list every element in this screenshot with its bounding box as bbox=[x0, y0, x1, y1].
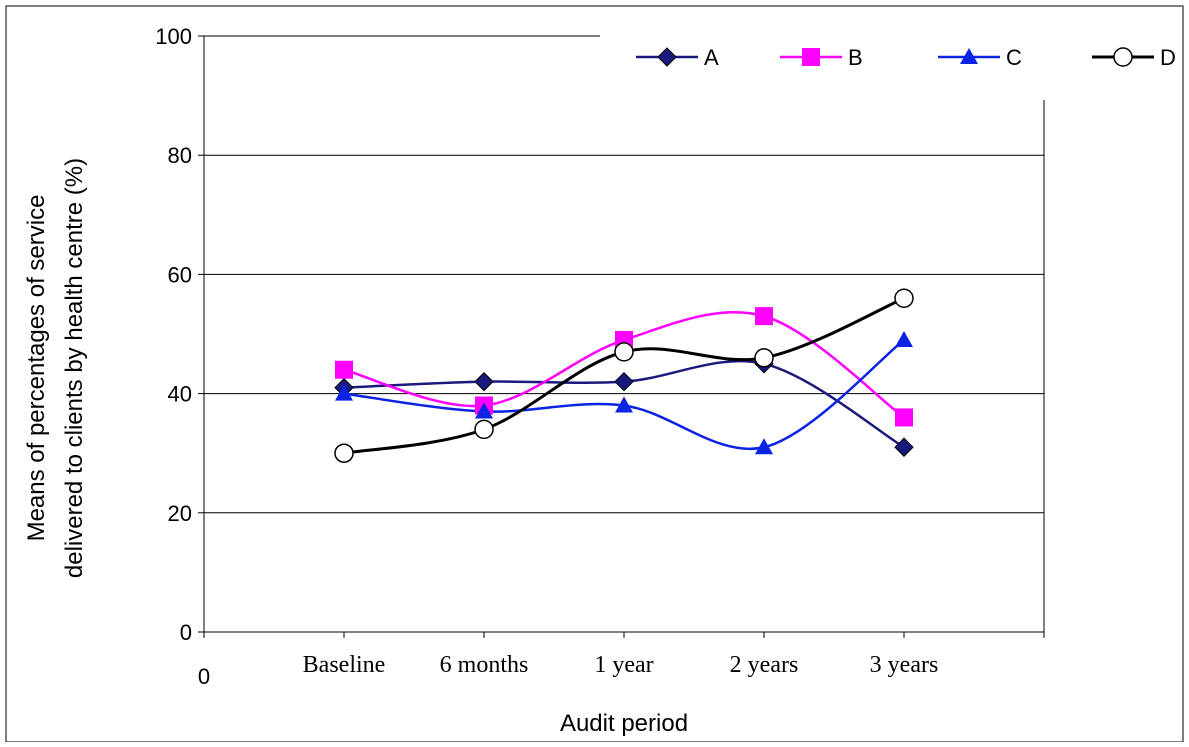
x-tick-label: 1 year bbox=[594, 652, 653, 678]
legend-item-d: D bbox=[1092, 45, 1176, 70]
data-point-d bbox=[614, 342, 634, 362]
data-point-d bbox=[754, 348, 774, 368]
x-origin-label: 0 bbox=[198, 664, 210, 689]
data-point-d bbox=[334, 443, 354, 463]
legend-swatch-marker bbox=[1113, 47, 1133, 67]
data-point-d bbox=[894, 288, 914, 308]
legend-label: A bbox=[704, 45, 719, 70]
data-point-c bbox=[755, 438, 773, 455]
x-tick-labels: Baseline 6 months 1 year 2 years 3 years bbox=[303, 652, 939, 678]
legend-swatch-marker bbox=[657, 47, 677, 67]
y-tick-label: 40 bbox=[168, 382, 192, 407]
data-point-b bbox=[755, 307, 773, 326]
legend-label: B bbox=[848, 45, 863, 70]
y-tick-label: 60 bbox=[168, 262, 192, 287]
legend-label: D bbox=[1160, 45, 1176, 70]
data-point-a bbox=[614, 371, 634, 392]
data-point-c bbox=[615, 396, 633, 413]
data-point-c bbox=[895, 330, 913, 347]
chart-frame bbox=[5, 5, 1184, 743]
y-tick-labels: 0 20 40 60 80 100 bbox=[155, 24, 192, 645]
axes bbox=[198, 35, 1045, 638]
y-axis-title: Means of percentages of service delivere… bbox=[23, 158, 88, 578]
y-tick-label: 100 bbox=[155, 24, 192, 49]
data-point-a bbox=[894, 437, 914, 457]
data-point-c bbox=[335, 384, 353, 401]
legend: A B C D bbox=[636, 45, 1176, 70]
x-axis-title: Audit period bbox=[560, 710, 688, 737]
x-tick-label: Baseline bbox=[303, 652, 386, 678]
y-tick-label: 0 bbox=[180, 620, 192, 645]
y-tick-label: 20 bbox=[168, 501, 192, 526]
y-tick-label: 80 bbox=[168, 143, 192, 168]
data-point-b bbox=[335, 360, 353, 379]
legend-item-c: C bbox=[938, 45, 1022, 70]
data-point-a bbox=[474, 371, 494, 392]
series-markers bbox=[334, 288, 914, 463]
x-tick-label: 2 years bbox=[730, 652, 799, 678]
legend-swatch-marker bbox=[960, 48, 978, 64]
legend-item-a: A bbox=[636, 45, 719, 70]
y-axis-title-line-2: delivered to clients by health centre (%… bbox=[61, 158, 88, 578]
legend-item-b: B bbox=[780, 45, 863, 70]
data-point-d bbox=[474, 419, 494, 440]
legend-swatch-marker bbox=[802, 48, 820, 66]
x-tick-label: 3 years bbox=[870, 652, 939, 678]
y-axis-title-line-1: Means of percentages of service bbox=[23, 195, 50, 542]
legend-label: C bbox=[1006, 45, 1022, 70]
data-point-b bbox=[895, 408, 913, 427]
x-tick-label: 6 months bbox=[440, 652, 529, 678]
data-point-c bbox=[475, 402, 493, 419]
